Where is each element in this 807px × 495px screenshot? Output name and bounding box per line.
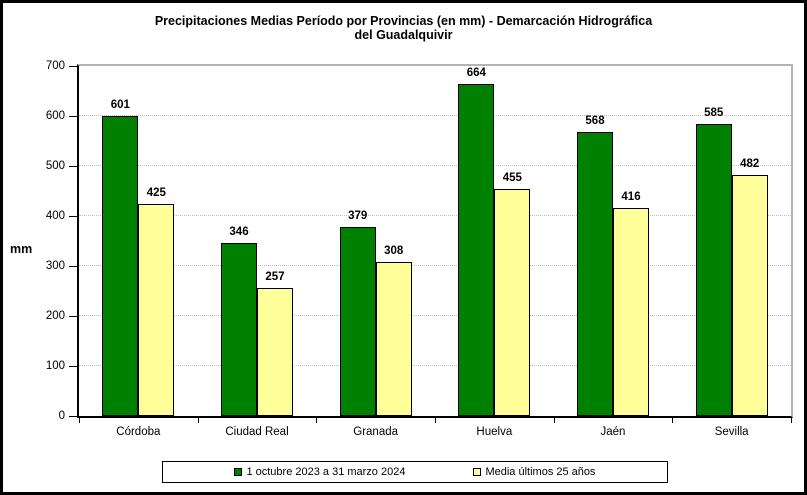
y-tick-label: 500 <box>45 160 65 172</box>
y-tick-mark <box>69 266 77 267</box>
y-tick-label: 0 <box>58 410 65 422</box>
bar-current-6 <box>695 123 732 416</box>
bar-average-3 <box>375 262 412 416</box>
x-category-label-4: Huelva <box>476 426 513 438</box>
gridline <box>79 215 791 216</box>
gridline <box>79 315 791 316</box>
gridline <box>79 265 791 266</box>
y-tick-label: 400 <box>45 210 65 222</box>
chart-title-line2: del Guadalquivir <box>354 28 453 42</box>
bar-value-label: 257 <box>265 270 285 283</box>
legend-entry-1: 1 octubre 2023 a 31 marzo 2024 <box>234 466 405 478</box>
bar-value-label: 601 <box>110 98 130 111</box>
chart-title-line1: Precipitaciones Medias Período por Provi… <box>154 14 653 28</box>
bar-current-2 <box>221 243 257 416</box>
y-tick-mark <box>69 366 77 367</box>
x-tick-mark <box>197 418 199 423</box>
x-category-label-2: Ciudad Real <box>225 426 289 438</box>
bar-value-label: 346 <box>229 226 249 238</box>
y-tick-label: 600 <box>45 110 65 122</box>
bar-value-label: 585 <box>704 106 724 119</box>
y-tick-label: 100 <box>45 360 65 372</box>
bar-value-label: 664 <box>466 67 486 79</box>
bar-value-label: 308 <box>384 245 404 257</box>
x-tick-mark <box>791 418 792 423</box>
legend-swatch-icon <box>473 468 482 476</box>
legend-swatch-icon <box>234 468 243 476</box>
x-tick-mark <box>79 418 80 423</box>
bar-value-label: 425 <box>146 186 166 199</box>
bar-average-2 <box>257 287 293 416</box>
y-tick-mark <box>69 416 77 417</box>
gridline <box>79 365 791 366</box>
bar-average-6 <box>731 175 768 416</box>
y-tick-label: 300 <box>45 260 65 272</box>
bar-value-label: 482 <box>740 158 760 170</box>
legend-entry-2: Media últimos 25 años <box>473 466 596 478</box>
legend-label: 1 octubre 2023 a 31 marzo 2024 <box>246 466 406 478</box>
x-tick-mark <box>435 418 436 423</box>
y-tick-label: 200 <box>45 310 65 322</box>
y-axis-title: mm <box>10 242 33 256</box>
y-tick-mark <box>69 216 77 217</box>
gridline <box>79 115 791 116</box>
y-tick-mark <box>69 316 77 317</box>
bar-current-4 <box>458 84 495 416</box>
bar-average-5 <box>613 208 649 416</box>
y-tick-label: 700 <box>45 60 65 72</box>
y-tick-mark <box>69 166 77 167</box>
y-tick-mark <box>69 116 77 117</box>
gridline <box>79 165 791 166</box>
x-tick-mark <box>672 418 674 423</box>
bar-current-3 <box>339 226 376 416</box>
legend: 1 octubre 2023 a 31 marzo 2024 Media últi… <box>162 461 668 483</box>
x-category-label-3: Granada <box>353 426 399 438</box>
bar-average-4 <box>494 188 531 416</box>
y-tick-mark <box>69 66 77 67</box>
x-category-label-6: Sevilla <box>714 426 749 438</box>
x-category-label-1: Córdoba <box>116 426 161 438</box>
bar-value-label: 568 <box>585 115 605 127</box>
x-tick-mark <box>553 418 555 423</box>
bar-value-label: 379 <box>348 209 368 222</box>
bar-current-1 <box>102 115 139 416</box>
legend-label: Media últimos 25 años <box>485 466 596 478</box>
x-tick-mark <box>316 418 318 423</box>
chart-title: Precipitaciones Medias Período por Provi… <box>3 14 804 42</box>
x-category-label-5: Jaén <box>600 426 626 438</box>
bar-value-label: 416 <box>621 191 641 203</box>
bar-value-label: 455 <box>502 171 522 184</box>
bar-current-5 <box>577 132 613 416</box>
bar-average-1 <box>138 203 175 416</box>
plot-area: 601 425 346 257 379 308 664 455 568 416 585 482 <box>77 64 793 418</box>
